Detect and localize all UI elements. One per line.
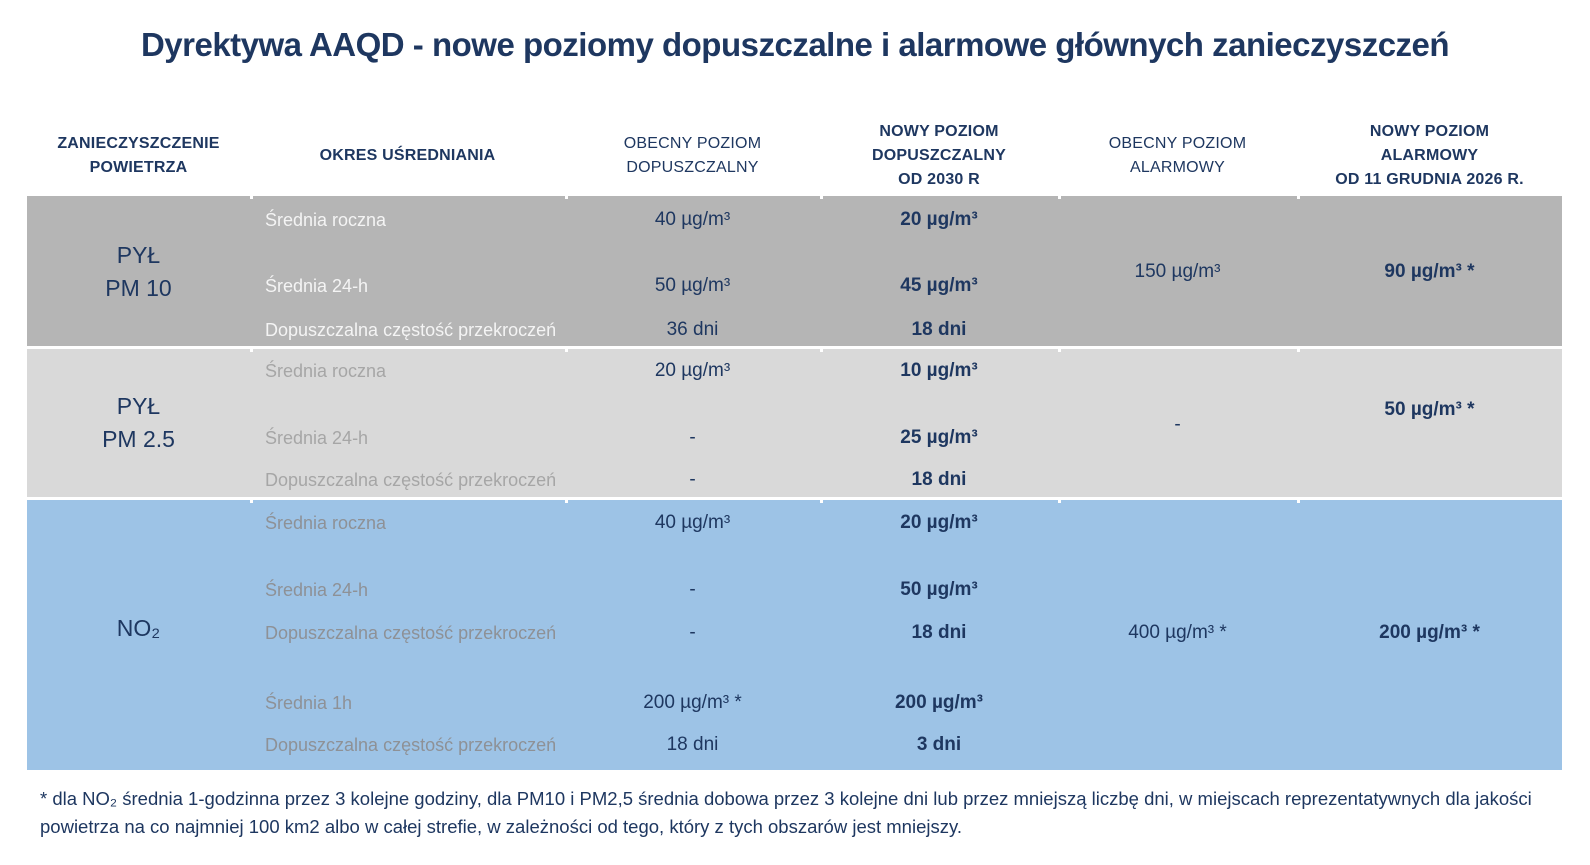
section-band-no2 [27, 500, 1562, 770]
cell-border-tick [1058, 500, 1061, 503]
section-band-pm25 [27, 349, 1562, 497]
header-pollutant: ZANIECZYSZCZENIE POWIETRZA [57, 135, 220, 176]
cell-border-tick [250, 349, 253, 352]
current-limit-pm10-24h: 50 µg/m³ [654, 275, 731, 296]
cell-border-tick [1058, 196, 1061, 199]
row-label-pm10-exceedances: Dopuszczalna częstość przekroczeń [265, 320, 557, 340]
cell-border-tick [820, 349, 823, 352]
new-limit-pm25-24h: 25 µg/m³ [900, 427, 978, 448]
row-label-pm25-24h: Średnia 24-h [265, 428, 369, 448]
footnote: * dla NO₂ średnia 1-godzinna przez 3 kol… [40, 788, 1532, 837]
new-limit-no2-annual: 20 µg/m³ [900, 512, 978, 533]
current-limit-pm25-annual: 20 µg/m³ [654, 360, 731, 381]
new-alarm-pm25: 50 µg/m³ * [1384, 399, 1475, 420]
current-alarm-no2: 400 µg/m³ * [1128, 622, 1227, 643]
header-averaging-period: OKRES UŚREDNIANIA [319, 147, 496, 164]
new-limit-pm10-exceedances: 18 dni [911, 319, 967, 340]
cell-border-tick [1058, 349, 1061, 352]
pollutant-label-pm10: PYŁ PM 10 [105, 242, 172, 301]
current-limit-pm25-24h: - [689, 427, 696, 448]
cell-border-tick [1297, 196, 1300, 199]
page-title: Dyrektywa AAQD - nowe poziomy dopuszczal… [140, 26, 1450, 63]
row-label-no2-exceedances-1: Dopuszczalna częstość przekroczeń [265, 623, 557, 643]
header-current-limit: OBECNY POZIOM DOPUSZCZALNY [623, 135, 762, 176]
new-limit-pm25-exceedances: 18 dni [911, 469, 967, 490]
section-band-pm10 [27, 196, 1562, 346]
cell-border-tick [250, 500, 253, 503]
current-limit-pm10-exceedances: 36 dni [666, 319, 719, 340]
row-label-pm25-annual: Średnia roczna [265, 361, 387, 381]
new-limit-pm10-annual: 20 µg/m³ [900, 209, 978, 230]
current-limit-no2-annual: 40 µg/m³ [654, 512, 731, 533]
row-label-pm10-annual: Średnia roczna [265, 210, 387, 230]
current-limit-pm10-annual: 40 µg/m³ [654, 209, 731, 230]
row-label-no2-24h: Średnia 24-h [265, 580, 369, 600]
new-alarm-no2: 200 µg/m³ * [1379, 622, 1480, 643]
new-limit-no2-exceedances-2: 3 dni [916, 734, 962, 755]
row-label-pm10-24h: Średnia 24-h [265, 276, 369, 296]
current-limit-no2-exceedances-2: 18 dni [666, 734, 719, 755]
cell-border-tick [1297, 500, 1300, 503]
row-label-no2-exceedances-2: Dopuszczalna częstość przekroczeń [265, 735, 557, 755]
new-limit-pm10-24h: 45 µg/m³ [900, 275, 978, 296]
header-new-alarm-2026: NOWY POZIOM ALARMOWY OD 11 GRUDNIA 2026 … [1335, 123, 1524, 188]
new-limit-pm25-annual: 10 µg/m³ [900, 360, 978, 381]
row-label-no2-1h: Średnia 1h [265, 693, 353, 713]
new-limit-no2-exceedances-1: 18 dni [911, 622, 967, 643]
cell-border-tick [1297, 349, 1300, 352]
cell-border-tick [820, 196, 823, 199]
cell-border-tick [820, 500, 823, 503]
cell-border-tick [565, 500, 568, 503]
current-alarm-pm25: - [1174, 414, 1181, 435]
current-limit-no2-1h: 200 µg/m³ * [643, 692, 742, 713]
pollutant-label-no2: NO₂ [116, 615, 161, 641]
cell-border-tick [250, 196, 253, 199]
pollutant-label-pm25: PYŁ PM 2.5 [102, 393, 175, 452]
new-alarm-pm10: 90 µg/m³ * [1384, 261, 1475, 282]
new-limit-no2-24h: 50 µg/m³ [900, 579, 978, 600]
row-label-pm25-exceedances: Dopuszczalna częstość przekroczeń [265, 470, 557, 490]
current-limit-no2-24h: - [689, 579, 696, 600]
cell-border-tick [565, 196, 568, 199]
row-label-no2-annual: Średnia roczna [265, 513, 387, 533]
header-new-limit-2030: NOWY POZIOM DOPUSZCZALNY OD 2030 R [872, 123, 1006, 188]
current-limit-no2-exceedances-1: - [689, 622, 696, 643]
header-current-alarm: OBECNY POZIOM ALARMOWY [1108, 135, 1247, 176]
current-limit-pm25-exceedances: - [689, 469, 696, 490]
cell-border-tick [565, 349, 568, 352]
current-alarm-pm10: 150 µg/m³ [1134, 261, 1221, 282]
new-limit-no2-1h: 200 µg/m³ [894, 692, 984, 713]
